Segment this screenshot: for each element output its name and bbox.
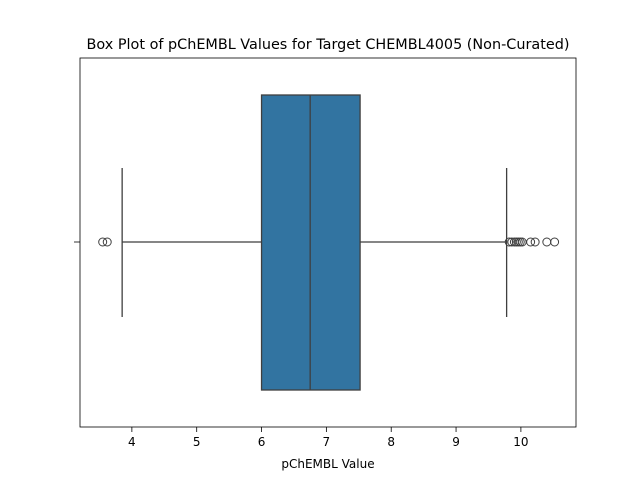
x-tick-label: 4 — [128, 435, 136, 449]
outlier-point — [542, 237, 552, 247]
outlier-point — [102, 237, 112, 247]
chart-title: Box Plot of pChEMBL Values for Target CH… — [87, 37, 570, 53]
outlier-point — [98, 237, 108, 247]
x-tick-label: 8 — [387, 435, 395, 449]
outlier-point — [550, 237, 560, 247]
outlier-point — [530, 237, 540, 247]
plot-frame — [79, 57, 577, 428]
x-tick-label: 10 — [513, 435, 528, 449]
outlier-point — [504, 237, 514, 247]
x-tick-label: 9 — [452, 435, 460, 449]
x-axis: 4 5 6 7 8 9 10 — [128, 427, 529, 449]
x-tick-label: 6 — [258, 435, 266, 449]
x-axis-label: pChEMBL Value — [281, 457, 374, 471]
x-tick-label: 7 — [323, 435, 331, 449]
x-tick-label: 5 — [193, 435, 201, 449]
plot-area — [98, 94, 560, 391]
outlier-point — [526, 237, 536, 247]
